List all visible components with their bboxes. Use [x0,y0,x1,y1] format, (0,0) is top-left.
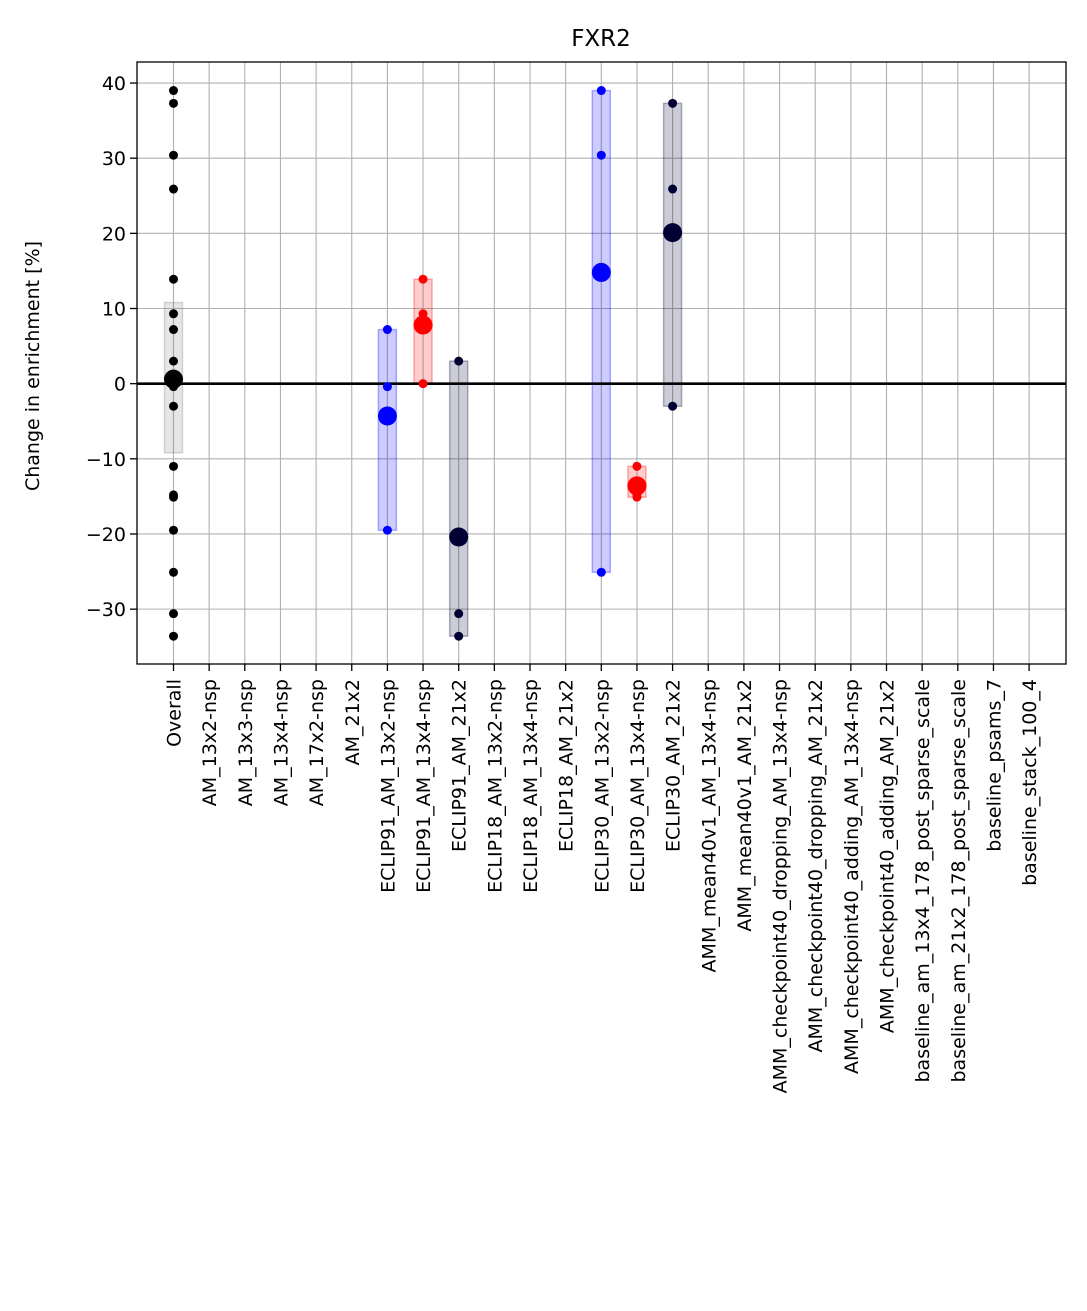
data-point [169,609,178,619]
y-tick-label: 0 [114,374,126,396]
x-tick-label: ECLIP91_AM_13x4-nsp [413,679,435,893]
y-tick-label: −30 [86,599,126,621]
chart-title: FXR2 [571,26,631,52]
x-tick-label: baseline_stack_100_4 [1019,679,1041,886]
mean-point [377,406,397,426]
data-point [169,461,178,471]
x-tick-label: AM_17x2-nsp [306,679,328,806]
data-point [169,98,178,108]
x-tick-label: AM_21x2 [342,679,364,765]
y-tick-label: 30 [102,148,126,170]
data-point [169,274,178,284]
x-tick-label: AMM_mean40v1_AM_13x4-nsp [698,679,720,972]
data-point [169,150,178,160]
x-tick-label: AM_13x4-nsp [270,679,292,806]
mean-point [627,476,647,496]
value-band [591,89,612,574]
x-tick-label: AMM_checkpoint40_dropping_AM_21x2 [805,679,827,1053]
x-tick-label: ECLIP30_AM_13x2-nsp [591,679,613,893]
x-tick-label: ECLIP91_AM_21x2 [449,679,471,852]
y-tick-label: −10 [86,449,126,471]
y-axis-label: Change in enrichment [%] [22,241,44,491]
data-point [169,525,178,535]
points [164,86,683,641]
x-tick-label: AMM_checkpoint40_adding_AM_21x2 [877,679,899,1033]
data-point [454,356,464,366]
x-tick-label: ECLIP91_AM_13x2-nsp [377,679,399,893]
x-tick-label: ECLIP30_AM_21x2 [663,679,685,852]
y-ticks: 40 30 20 10 0 −10 −20 −30 [86,73,137,621]
data-point [169,567,178,577]
x-tick-label: ECLIP18_AM_21x2 [556,679,578,852]
x-tick-label: AMM_mean40v1_AM_21x2 [734,679,756,932]
data-point [169,86,178,96]
x-tick-label: baseline_am_21x2_178_post_sparse_scale [948,679,970,1083]
x-tick-label: baseline_am_13x4_178_post_sparse_scale [912,679,934,1083]
mean-point [591,262,611,282]
value-band [662,102,683,407]
data-point [382,382,392,392]
data-point [668,184,678,194]
data-point [668,401,678,411]
grid [137,62,1066,664]
data-point [418,274,428,284]
data-point [169,184,178,194]
data-point [632,461,642,471]
x-tick-label: AMM_checkpoint40_adding_AM_13x4-nsp [841,679,863,1074]
data-point [668,98,678,108]
mean-point [164,369,183,389]
data-point [169,309,178,319]
data-point [596,150,606,160]
x-ticks: Overall AM_13x2-nsp AM_13x3-nsp AM_13x4-nsp… [164,664,1041,1093]
x-tick-label: Overall [164,679,186,747]
data-point [169,631,178,641]
data-point [382,325,392,335]
y-tick-label: −20 [86,524,126,546]
data-point [418,379,428,389]
x-tick-label: AM_13x3-nsp [235,679,257,806]
data-point [454,609,464,619]
data-point [596,567,606,577]
y-tick-label: 10 [102,299,126,321]
mean-point [413,315,433,335]
value-band [377,328,398,531]
x-tick-label: ECLIP30_AM_13x4-nsp [627,679,649,893]
data-point [169,492,178,502]
x-tick-label: ECLIP18_AM_13x2-nsp [484,679,506,893]
x-tick-label: AMM_checkpoint40_dropping_AM_13x4-nsp [770,679,792,1093]
mean-point [663,223,683,243]
mean-point [449,527,469,547]
data-point [596,86,606,96]
y-tick-label: 40 [102,73,126,95]
data-point [169,401,178,411]
x-tick-label: ECLIP18_AM_13x4-nsp [520,679,542,893]
value-band [448,360,469,637]
x-tick-label: AM_13x2-nsp [199,679,221,806]
x-tick-label: baseline_psams_7 [983,679,1005,852]
data-point [382,525,392,535]
data-point [454,631,464,641]
y-tick-label: 20 [102,223,126,245]
data-point [169,325,178,335]
data-point [169,356,178,366]
